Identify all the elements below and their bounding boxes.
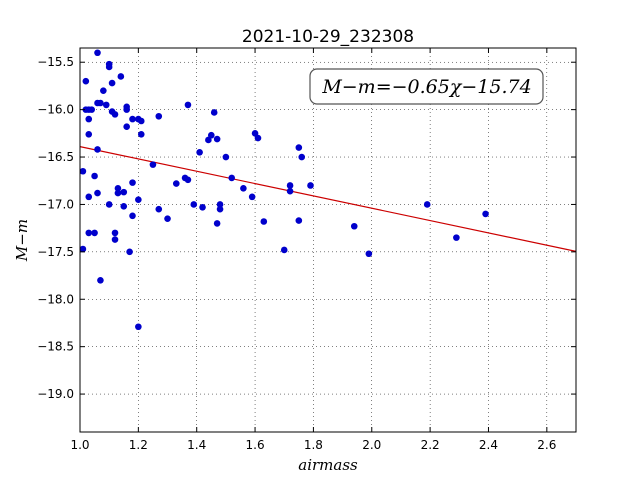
- data-point: [138, 118, 145, 125]
- data-point: [83, 78, 90, 85]
- data-point: [208, 132, 215, 139]
- data-point: [482, 211, 489, 218]
- chart-title: 2021-10-29_232308: [242, 27, 414, 47]
- data-point: [106, 201, 113, 208]
- data-point: [185, 102, 192, 109]
- data-point: [135, 323, 142, 330]
- data-point: [129, 179, 136, 186]
- data-point: [211, 109, 218, 116]
- data-point: [424, 201, 431, 208]
- x-tick-label: 1.6: [246, 438, 265, 452]
- y-tick-label: −18.5: [37, 340, 74, 354]
- data-point: [196, 149, 203, 156]
- data-point: [80, 246, 87, 253]
- fit-equation: M−m=−0.65χ−15.74: [321, 76, 531, 98]
- data-point: [85, 230, 92, 237]
- data-point: [109, 80, 116, 87]
- x-tick-label: 1.4: [187, 438, 206, 452]
- x-tick-label: 1.2: [129, 438, 148, 452]
- data-point: [112, 111, 119, 118]
- y-axis-label: M−m: [13, 219, 31, 262]
- data-point: [185, 176, 192, 183]
- y-tick-label: −18.0: [37, 292, 74, 306]
- data-point: [115, 190, 122, 197]
- data-point: [453, 234, 460, 241]
- data-point: [97, 100, 104, 107]
- data-point: [129, 116, 136, 123]
- data-point: [366, 250, 373, 257]
- data-point: [85, 106, 92, 113]
- data-point: [85, 116, 92, 123]
- x-tick-label: 2.2: [421, 438, 440, 452]
- data-point: [190, 201, 197, 208]
- data-point: [307, 182, 314, 189]
- data-point: [97, 277, 104, 284]
- data-point: [138, 131, 145, 138]
- data-point: [123, 123, 130, 130]
- data-point: [287, 188, 294, 195]
- data-point: [240, 185, 247, 192]
- data-point: [120, 203, 127, 210]
- data-point: [85, 194, 92, 201]
- data-point: [155, 113, 162, 120]
- data-point: [298, 154, 305, 161]
- data-point: [164, 215, 171, 222]
- data-point: [287, 182, 294, 189]
- y-tick-label: −16.0: [37, 103, 74, 117]
- data-point: [85, 131, 92, 138]
- data-point: [126, 249, 133, 256]
- x-tick-label: 2.0: [362, 438, 381, 452]
- data-point: [351, 223, 358, 230]
- data-point: [150, 161, 157, 168]
- data-point: [94, 190, 101, 197]
- data-point: [123, 106, 130, 113]
- y-tick-label: −15.5: [37, 55, 74, 69]
- x-axis-label: airmass: [298, 456, 358, 474]
- data-point: [112, 236, 119, 243]
- data-point: [214, 220, 221, 227]
- data-point: [214, 136, 221, 143]
- data-point: [100, 87, 107, 94]
- data-point: [135, 196, 142, 203]
- data-point: [255, 135, 262, 142]
- data-point: [118, 73, 125, 80]
- data-point: [129, 213, 136, 220]
- data-point: [173, 180, 180, 187]
- data-point: [120, 189, 127, 196]
- x-tick-label: 1.0: [70, 438, 89, 452]
- x-tick-label: 2.6: [537, 438, 556, 452]
- y-tick-label: −19.0: [37, 387, 74, 401]
- data-point: [296, 144, 303, 151]
- data-point: [103, 102, 110, 109]
- x-tick-label: 1.8: [304, 438, 323, 452]
- data-point: [217, 206, 224, 213]
- x-tick-label: 2.4: [479, 438, 498, 452]
- data-point: [261, 218, 268, 225]
- data-point: [94, 49, 101, 56]
- data-point: [94, 146, 101, 153]
- data-point: [155, 206, 162, 213]
- data-point: [80, 168, 87, 175]
- data-point: [296, 217, 303, 224]
- data-point: [112, 230, 119, 237]
- data-point: [281, 247, 288, 254]
- data-point: [249, 194, 256, 201]
- data-point: [223, 154, 230, 161]
- plot-area: [80, 48, 576, 432]
- y-tick-label: −17.0: [37, 197, 74, 211]
- data-point: [106, 64, 113, 71]
- y-tick-label: −17.5: [37, 245, 74, 259]
- data-point: [91, 230, 98, 237]
- y-tick-label: −16.5: [37, 150, 74, 164]
- data-point: [228, 175, 235, 182]
- data-point: [91, 173, 98, 180]
- data-point: [199, 204, 206, 211]
